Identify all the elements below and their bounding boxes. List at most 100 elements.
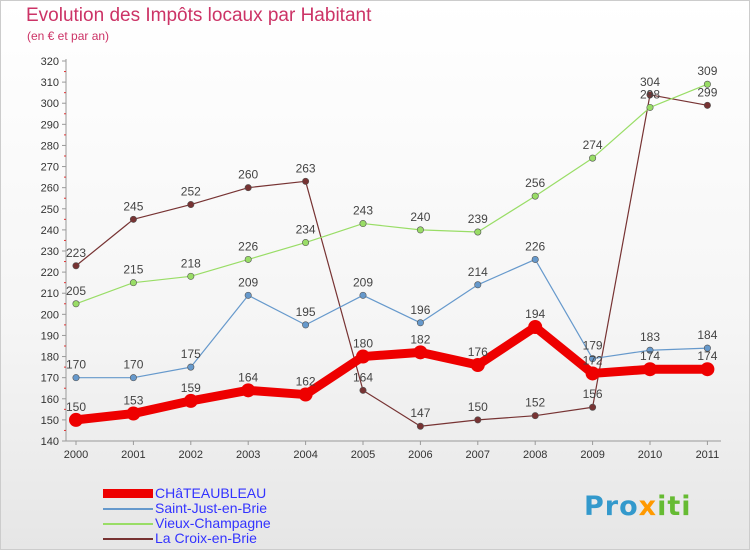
- data-point-vieux-champagne: [187, 272, 195, 280]
- data-label-vieux-champagne: 239: [468, 212, 488, 226]
- data-point-ch-teaubleau: [470, 358, 485, 372]
- data-point-vieux-champagne: [474, 228, 482, 236]
- data-point-saint-just-en-brie: [531, 255, 539, 263]
- data-point-la-croix-en-brie: [703, 101, 711, 109]
- data-label-vieux-champagne: 243: [353, 204, 373, 218]
- data-label-vieux-champagne: 234: [296, 223, 316, 237]
- y-tick-label: 310: [41, 77, 59, 89]
- y-tick-label: 300: [41, 98, 59, 110]
- data-point-la-croix-en-brie: [474, 416, 482, 424]
- y-tick-label: 200: [41, 309, 59, 321]
- data-point-saint-just-en-brie: [129, 374, 137, 382]
- data-label-vieux-champagne: 298: [640, 87, 660, 101]
- data-point-la-croix-en-brie: [531, 412, 539, 420]
- data-point-saint-just-en-brie: [302, 321, 310, 329]
- data-point-ch-teaubleau: [528, 320, 543, 334]
- legend-swatch: [103, 523, 153, 525]
- data-label-la-croix-en-brie: 164: [353, 370, 373, 384]
- data-point-vieux-champagne: [416, 226, 424, 234]
- x-tick-label: 2005: [351, 449, 375, 461]
- data-label-la-croix-en-brie: 150: [468, 400, 488, 414]
- legend-label: CHâTEAUBLEAU: [155, 485, 267, 501]
- data-label-vieux-champagne: 309: [697, 64, 717, 78]
- data-point-saint-just-en-brie: [72, 374, 80, 382]
- data-point-vieux-champagne: [531, 192, 539, 200]
- data-label-ch-teaubleau: 194: [525, 307, 545, 321]
- y-tick-label: 140: [41, 436, 59, 448]
- data-label-saint-just-en-brie: 214: [468, 265, 488, 279]
- data-label-ch-teaubleau: 180: [353, 337, 373, 351]
- data-label-ch-teaubleau: 159: [181, 381, 201, 395]
- data-label-vieux-champagne: 205: [66, 284, 86, 298]
- y-tick-label: 260: [41, 183, 59, 195]
- data-point-saint-just-en-brie: [646, 346, 654, 354]
- legend-swatch: [103, 538, 153, 540]
- data-point-ch-teaubleau: [298, 387, 313, 402]
- proxiti-logo: Proxiti: [584, 491, 692, 522]
- data-point-vieux-champagne: [244, 255, 252, 263]
- x-tick-label: 2004: [293, 449, 317, 461]
- y-tick-label: 290: [41, 119, 59, 131]
- legend-swatch: [103, 489, 153, 498]
- data-point-saint-just-en-brie: [187, 363, 195, 371]
- legend-label: La Croix-en-Brie: [155, 530, 257, 546]
- y-tick-label: 270: [41, 162, 59, 174]
- y-tick-label: 280: [41, 140, 59, 152]
- data-label-saint-just-en-brie: 195: [296, 305, 316, 319]
- data-label-saint-just-en-brie: 209: [238, 275, 258, 289]
- data-point-vieux-champagne: [72, 300, 80, 308]
- data-point-la-croix-en-brie: [646, 91, 654, 99]
- series-line-la-croix-en-brie: [75, 94, 709, 427]
- data-label-saint-just-en-brie: 175: [181, 347, 201, 361]
- data-point-la-croix-en-brie: [416, 422, 424, 430]
- data-point-ch-teaubleau: [241, 383, 256, 398]
- data-point-la-croix-en-brie: [187, 201, 195, 209]
- data-label-ch-teaubleau: 174: [697, 349, 717, 363]
- data-point-ch-teaubleau: [183, 393, 198, 408]
- y-tick-label: 210: [41, 288, 59, 300]
- data-label-ch-teaubleau: 176: [468, 345, 488, 359]
- x-tick-label: 2008: [523, 449, 547, 461]
- data-point-la-croix-en-brie: [302, 177, 310, 185]
- data-label-ch-teaubleau: 153: [123, 394, 143, 408]
- data-point-ch-teaubleau: [69, 412, 83, 427]
- data-label-ch-teaubleau: 182: [410, 332, 430, 346]
- data-label-vieux-champagne: 256: [525, 176, 545, 190]
- data-label-ch-teaubleau: 174: [640, 349, 660, 363]
- data-label-vieux-champagne: 226: [238, 239, 258, 253]
- x-tick-label: 2001: [121, 449, 145, 461]
- y-tick-label: 250: [41, 204, 59, 216]
- data-point-saint-just-en-brie: [474, 281, 482, 289]
- data-point-saint-just-en-brie: [416, 319, 424, 327]
- legend-swatch: [103, 508, 153, 510]
- data-label-saint-just-en-brie: 226: [525, 239, 545, 253]
- chart-subtitle: (en € et par an): [27, 29, 110, 43]
- data-point-la-croix-en-brie: [244, 184, 252, 192]
- data-label-la-croix-en-brie: 245: [123, 199, 143, 213]
- data-label-la-croix-en-brie: 156: [583, 387, 603, 401]
- data-point-saint-just-en-brie: [703, 344, 711, 352]
- data-point-ch-teaubleau: [126, 406, 141, 421]
- y-tick-label: 240: [41, 225, 59, 237]
- data-label-vieux-champagne: 274: [583, 138, 603, 152]
- x-tick-label: 2002: [179, 449, 203, 461]
- y-tick-label: 170: [41, 373, 59, 385]
- data-label-la-croix-en-brie: 263: [296, 161, 316, 175]
- y-tick-label: 190: [41, 330, 59, 342]
- data-point-ch-teaubleau: [585, 366, 600, 381]
- data-point-la-croix-en-brie: [129, 215, 137, 223]
- data-label-la-croix-en-brie: 260: [238, 168, 258, 182]
- x-tick-label: 2010: [638, 449, 662, 461]
- data-label-vieux-champagne: 218: [181, 256, 201, 270]
- data-label-saint-just-en-brie: 183: [640, 330, 660, 344]
- x-tick-label: 2011: [696, 449, 720, 461]
- data-label-saint-just-en-brie: 170: [123, 358, 143, 372]
- data-label-vieux-champagne: 215: [123, 263, 143, 277]
- legend-label: Saint-Just-en-Brie: [155, 500, 268, 516]
- data-point-vieux-champagne: [589, 154, 597, 162]
- data-point-ch-teaubleau: [356, 349, 370, 364]
- data-label-la-croix-en-brie: 299: [697, 85, 717, 99]
- series-line-vieux-champagne: [75, 83, 709, 305]
- data-label-ch-teaubleau: 164: [238, 370, 258, 384]
- y-tick-label: 230: [41, 246, 59, 258]
